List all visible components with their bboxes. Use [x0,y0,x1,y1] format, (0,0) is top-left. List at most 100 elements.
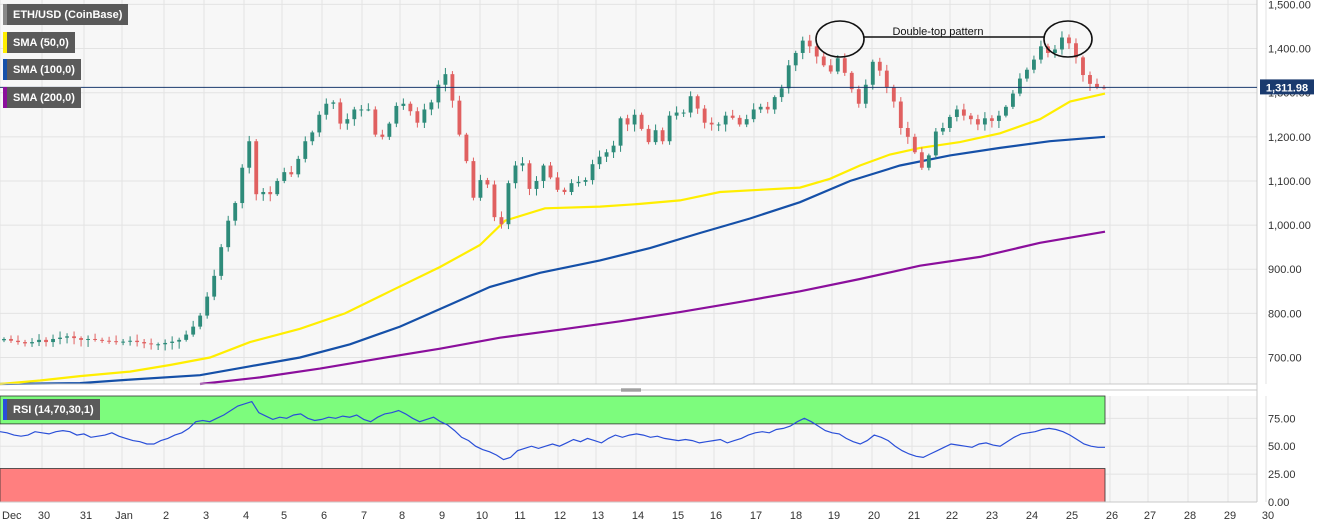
candle-body [527,163,532,189]
candle-body [16,340,20,343]
candle-body [142,342,147,344]
candle-body [282,172,287,181]
candle-body [1032,59,1036,70]
x-tick-label: 20 [868,510,880,522]
candle-body [583,180,588,182]
candle-body [254,141,259,195]
price-tick-label: 800.00 [1268,308,1302,320]
candle-body [457,100,462,135]
candle-body [121,341,126,343]
x-tick-label: 2 [163,510,169,522]
candle-body [877,61,882,71]
candle-body [191,326,196,335]
candle-body [289,172,294,175]
candle-body [37,339,41,343]
candle-body [128,340,133,342]
candle-body [212,275,217,297]
candle-body [709,122,714,125]
candle-body [429,102,434,110]
candle-body [758,106,763,110]
x-tick-label: 3 [203,510,209,522]
candle-body [373,109,378,135]
x-tick-label: 11 [514,510,525,522]
x-tick-label: 17 [750,510,762,522]
candle-body [499,217,504,225]
candle-body [814,46,819,57]
rsi-line [0,400,1105,461]
candle-body [891,87,896,102]
candle-body [646,128,651,143]
candle-body [86,338,91,340]
candle-body [268,192,273,195]
x-tick-label: 10 [476,510,488,522]
legend-main[interactable]: ETH/USD (CoinBase) [3,4,129,25]
x-tick-label: 4 [243,510,249,522]
price-tick-label: 1,100.00 [1268,176,1311,188]
candle-body [506,183,511,225]
candle-body [674,112,679,116]
price-tick-label: 700.00 [1268,353,1302,365]
candle-body [1010,93,1015,107]
candle-body [863,84,868,104]
legend-sma100[interactable]: SMA (100,0) [3,59,81,80]
x-tick-label: 6 [321,510,327,522]
legend-rsi[interactable]: RSI (14,70,30,1) [3,399,100,420]
candle-body [51,338,55,343]
candle-body [597,156,602,165]
x-tick-label: Dec [2,510,22,522]
rsi-oversold-zone [0,468,1106,503]
candle-body [471,161,476,198]
x-tick-label: 24 [1026,510,1038,522]
legend-sma50[interactable]: SMA (50,0) [3,32,75,53]
pane-resize-handle[interactable] [621,388,641,392]
candle-body [310,132,315,142]
candle-body [688,96,693,113]
candle-body [828,65,833,72]
candle-body [520,163,525,166]
x-tick-label: 8 [399,510,405,522]
candle-body [793,52,798,66]
candle-body [233,203,238,221]
candle-body [639,114,644,129]
rsi-tick-label: 75.00 [1268,413,1296,425]
candle-body [940,128,945,132]
candle-body [443,74,448,85]
candle-body [65,336,69,338]
axes: Dec 30 31 Jan 2 3 4 5 6 7 8 9 10 11 12 13 14 15 16 17 18 19 20… [0,0,1311,522]
candle-body [1088,75,1092,84]
candle-body [492,184,497,218]
double-top-annotation: Double-top pattern [815,20,1093,58]
candle-body [177,339,182,342]
price-tick-label: 1,200.00 [1268,132,1311,144]
legend-sma200[interactable]: SMA (200,0) [3,87,81,108]
candle-body [569,183,574,192]
x-tick-label: 9 [439,510,445,522]
price-tick-label: 1,500.00 [1268,0,1311,11]
candle-body [954,109,959,117]
x-tick-label: 14 [632,510,644,522]
candle-body [1025,69,1029,79]
candle-body [1095,83,1099,88]
candle-body [338,102,343,124]
current-price-badge [1260,79,1314,95]
candle-body [93,338,98,340]
candle-body [548,165,553,178]
candle-body [884,70,889,88]
x-tick-label: Jan [115,510,133,522]
candle-body [478,180,483,198]
candle-body [226,220,231,248]
candle-body [898,101,903,128]
candle-body [198,315,203,327]
x-tick-label: 22 [946,510,958,522]
candle-body [716,124,721,126]
candle-body [870,61,875,85]
candle-body [359,109,364,111]
candle-body [975,119,980,125]
candle-body [786,65,791,89]
price-tick-label: 1,000.00 [1268,220,1311,232]
x-tick-label: 25 [1066,510,1078,522]
candle-body [555,177,560,190]
candle-body [72,336,76,339]
second-top-ellipse [1043,20,1093,58]
candle-body [772,97,777,110]
